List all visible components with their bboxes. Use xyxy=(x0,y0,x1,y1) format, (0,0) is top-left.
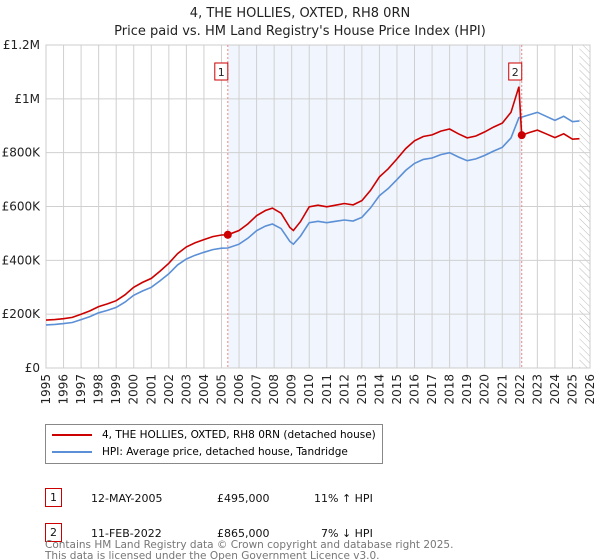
legend-property-swatch xyxy=(52,434,92,436)
transaction-date: 12-MAY-2005 xyxy=(91,492,163,505)
sale-point xyxy=(517,131,526,140)
x-tick-label: 2012 xyxy=(337,374,351,405)
y-tick-label: £200K xyxy=(2,307,42,321)
x-tick-label: 2023 xyxy=(530,374,544,405)
legend-hpi-swatch xyxy=(52,451,92,453)
x-tick-label: 2002 xyxy=(162,374,176,405)
x-tick-label: 2022 xyxy=(513,374,527,405)
x-tick-label: 2009 xyxy=(285,374,299,405)
x-tick-label: 1998 xyxy=(92,374,106,405)
x-tick-label: 2007 xyxy=(250,374,264,405)
series-line xyxy=(45,86,580,321)
x-tick-label: 2001 xyxy=(144,374,158,405)
legend-hpi-label: HPI: Average price, detached house, Tand… xyxy=(102,446,348,458)
x-tick-label: 2006 xyxy=(232,374,246,405)
x-tick-label: 2010 xyxy=(302,374,316,405)
legend: 4, THE HOLLIES, OXTED, RH8 0RN (detached… xyxy=(45,424,383,464)
x-tick-label: 2008 xyxy=(267,374,281,405)
x-tick-label: 1997 xyxy=(74,374,88,405)
sale-label: 2 xyxy=(512,66,519,79)
y-tick-label: £1M xyxy=(14,92,40,106)
transaction-price: £495,000 xyxy=(217,492,270,505)
plot-border xyxy=(45,44,591,369)
transaction-marker: 2 xyxy=(45,523,62,542)
footer-licence: This data is licensed under the Open Gov… xyxy=(45,550,380,560)
x-tick-label: 2004 xyxy=(197,374,211,405)
series-line xyxy=(45,111,580,326)
transaction-price: £865,000 xyxy=(217,527,270,540)
x-tick-label: 2026 xyxy=(583,374,597,405)
transaction-marker: 1 xyxy=(45,488,62,507)
chart-subtitle: Price paid vs. HM Land Registry's House … xyxy=(114,24,486,39)
footer-copyright: Contains HM Land Registry data © Crown c… xyxy=(45,539,454,551)
x-tick-label: 2011 xyxy=(320,374,334,405)
sale-point xyxy=(223,230,232,239)
y-tick-label: £400K xyxy=(2,253,42,267)
x-tick-label: 2021 xyxy=(495,374,509,405)
x-tick-label: 2015 xyxy=(390,374,404,405)
legend-property-label: 4, THE HOLLIES, OXTED, RH8 0RN (detached… xyxy=(102,429,376,441)
y-tick-label: £600K xyxy=(2,200,42,214)
transaction-delta: 11% ↑ HPI xyxy=(314,492,373,505)
price-chart: 1995 1996 1997 1998 1999 2000 2001 2002 2003 2004… xyxy=(2,38,597,405)
x-tick-label: 2024 xyxy=(548,374,562,405)
x-tick-label: 2017 xyxy=(425,374,439,405)
x-tick-label: 1996 xyxy=(57,374,71,405)
x-tick-label: 2025 xyxy=(565,374,579,405)
x-tick-label: 1999 xyxy=(109,374,123,405)
chart-title: 4, THE HOLLIES, OXTED, RH8 0RN xyxy=(189,6,411,21)
y-tick-label: £1.2M xyxy=(3,38,40,52)
x-tick-label: 2000 xyxy=(127,374,141,405)
x-tick-label: 2018 xyxy=(443,374,457,405)
y-tick-label: £0 xyxy=(25,361,40,375)
x-tick-label: 2003 xyxy=(179,374,193,405)
x-tick-label: 2013 xyxy=(355,374,369,405)
y-tick-label: £800K xyxy=(2,146,42,160)
x-tick-label: 2019 xyxy=(460,374,474,405)
x-tick-label: 2016 xyxy=(408,374,422,405)
sale-label-box xyxy=(508,62,523,81)
x-tick-label: 2014 xyxy=(372,374,386,405)
sale-label: 1 xyxy=(218,66,225,79)
x-tick-label: 2020 xyxy=(478,374,492,405)
x-tick-label: 1995 xyxy=(39,374,53,405)
footer: Contains HM Land Registry data © Crown c… xyxy=(45,540,453,560)
sale-label-box xyxy=(214,62,229,81)
transaction-delta: 7% ↓ HPI xyxy=(321,527,373,540)
transaction-date: 11-FEB-2022 xyxy=(91,527,162,540)
x-tick-label: 2005 xyxy=(214,374,228,405)
